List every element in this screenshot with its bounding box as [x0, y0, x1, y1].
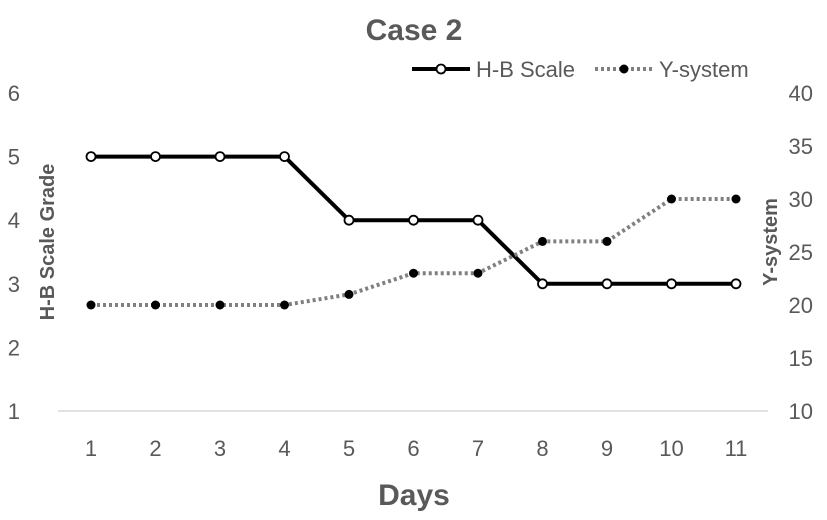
hb-scale-point	[730, 278, 742, 290]
y-right-tick-label: 20	[789, 293, 813, 318]
y-axis-right-ticks: 10 15 20 25 30 35 40	[789, 81, 813, 424]
y-system-point	[280, 300, 289, 310]
legend: H-B Scale Y-system	[412, 57, 749, 82]
legend-label-y: Y-system	[659, 57, 749, 82]
series-layer	[85, 151, 742, 310]
x-axis-title: Days	[378, 479, 450, 512]
x-tick-label: 6	[407, 436, 419, 461]
x-tick-label: 4	[278, 436, 290, 461]
hb-scale-point	[343, 214, 355, 226]
hb-scale-point	[408, 214, 419, 226]
y-right-tick-label: 15	[789, 346, 813, 371]
y-right-tick-label: 30	[789, 187, 813, 212]
y-left-tick-label: 3	[8, 272, 20, 297]
hb-scale-point	[472, 214, 484, 226]
y-right-tick-label: 40	[789, 81, 813, 106]
hb-scale-point	[214, 151, 226, 163]
x-tick-label: 11	[725, 436, 748, 461]
legend-label-hb: H-B Scale	[476, 57, 575, 82]
y-axis-left-ticks: 1 2 3 4 5 6	[8, 81, 20, 424]
y-system-point	[86, 300, 96, 310]
y-system-point	[151, 300, 160, 310]
x-tick-label: 8	[536, 436, 548, 461]
legend-marker-hb	[435, 63, 447, 75]
hb-scale-point	[85, 151, 97, 163]
y-left-tick-label: 5	[8, 145, 20, 170]
y-system-point	[538, 236, 547, 246]
y-system-point	[602, 236, 612, 246]
hb-scale-point	[279, 151, 290, 163]
legend-marker-y	[619, 64, 629, 74]
x-axis-ticks: 1 2 3 4 5 6 7 8 9 10 11	[85, 436, 748, 461]
hb-scale-point	[150, 151, 161, 163]
y-left-tick-label: 6	[8, 81, 20, 106]
hb-scale-point	[537, 278, 548, 290]
y-right-tick-label: 25	[789, 240, 813, 265]
y-system-point	[344, 289, 354, 299]
y-system-point	[473, 268, 483, 278]
x-tick-label: 1	[85, 436, 97, 461]
y-left-tick-label: 1	[8, 399, 20, 424]
x-tick-label: 3	[214, 436, 226, 461]
y-axis-right-title: Y-system	[760, 198, 782, 286]
x-tick-label: 9	[601, 436, 613, 461]
chart-title: Case 2	[366, 14, 463, 47]
y-right-tick-label: 10	[789, 399, 813, 424]
y-system-point	[215, 300, 225, 310]
x-tick-label: 7	[472, 436, 484, 461]
x-tick-label: 2	[149, 436, 161, 461]
hb-scale-point	[666, 278, 677, 290]
x-tick-label: 10	[659, 436, 683, 461]
y-axis-left-title: H-B Scale Grade	[37, 164, 59, 321]
y-system-point	[667, 194, 676, 204]
y-left-tick-label: 2	[8, 335, 20, 360]
x-tick-label: 5	[343, 436, 355, 461]
y-system-point	[409, 268, 418, 278]
hb-scale-point	[601, 278, 613, 290]
y-left-tick-label: 4	[8, 208, 20, 233]
y-right-tick-label: 35	[789, 134, 813, 159]
y-system-point	[731, 194, 741, 204]
